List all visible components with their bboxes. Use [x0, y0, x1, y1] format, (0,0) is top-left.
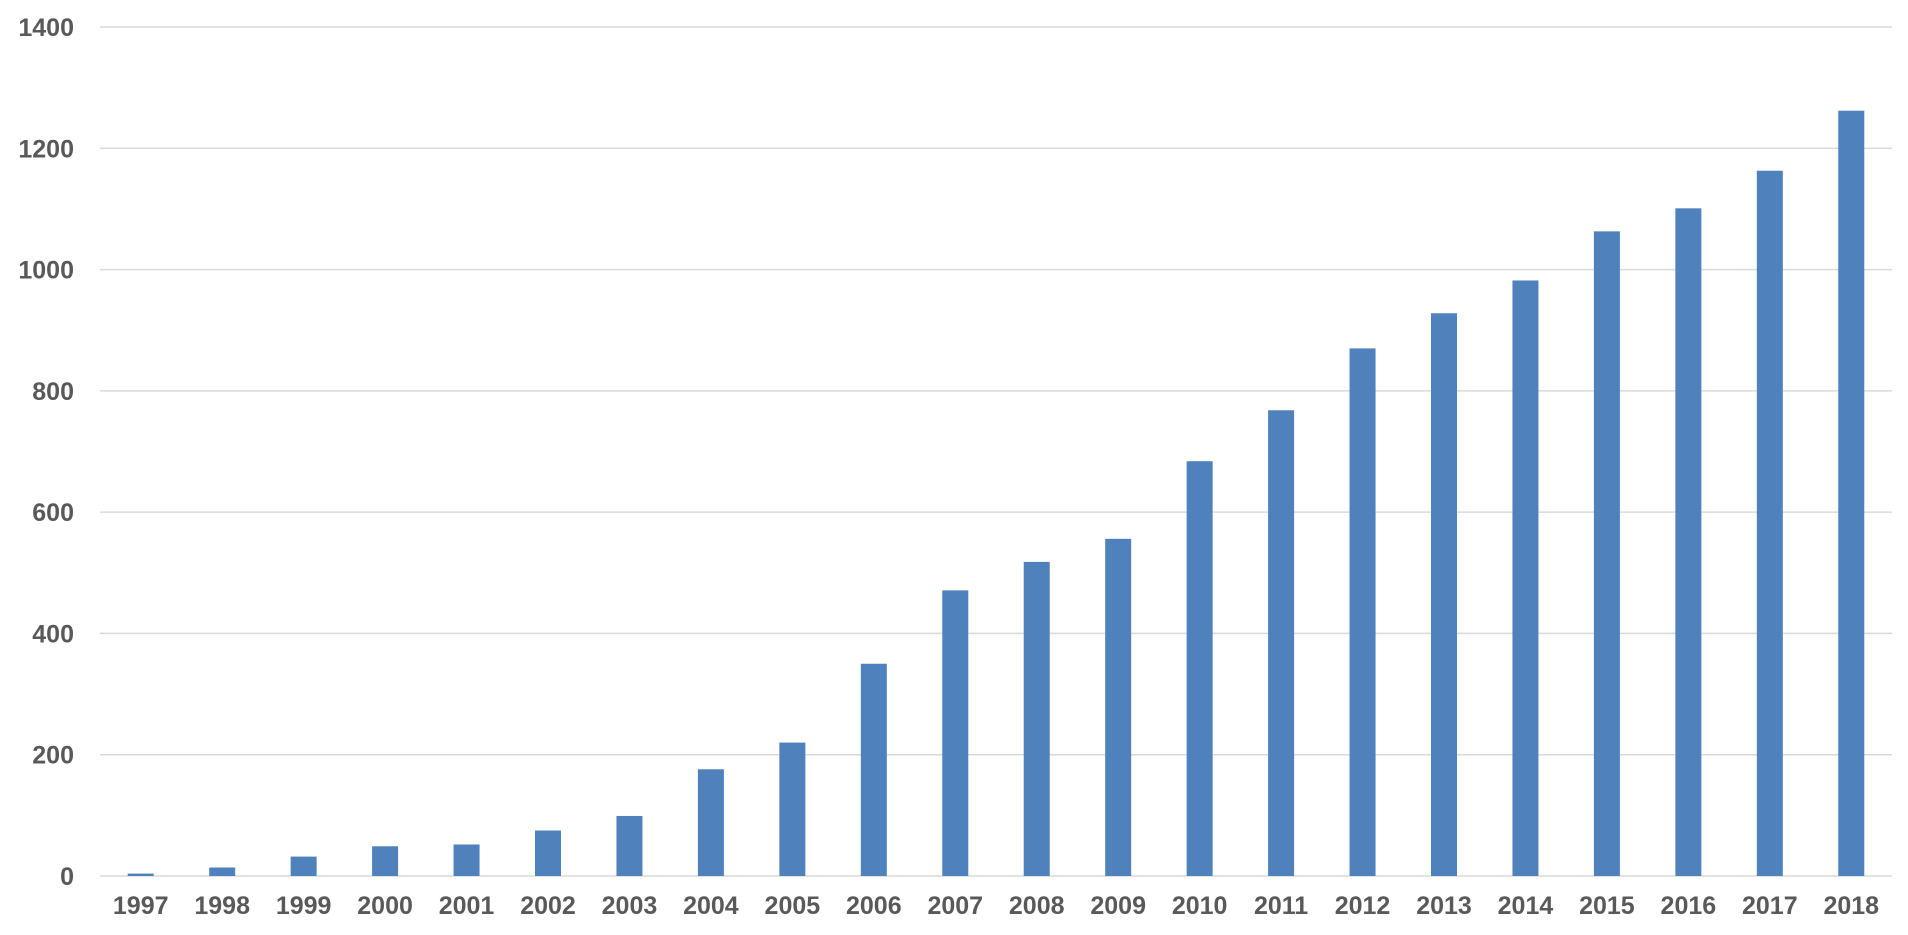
- x-tick-label: 2013: [1416, 892, 1472, 920]
- y-tick-label: 800: [32, 378, 74, 406]
- bar-2002: [535, 830, 561, 876]
- bar-2018: [1838, 110, 1865, 877]
- x-tick-label: 2000: [357, 892, 413, 920]
- y-tick-label: 1200: [18, 135, 74, 163]
- bar-2000: [372, 846, 399, 876]
- bars: [127, 110, 1865, 877]
- x-tick-label: 2011: [1254, 892, 1308, 920]
- bar-2013: [1431, 313, 1457, 877]
- x-tick-label: 2016: [1661, 892, 1717, 920]
- bar-1997: [127, 873, 154, 876]
- y-axis-tick-labels: 0 200 400 600 800 1000 1200 1400: [18, 14, 74, 891]
- bar-2003: [616, 815, 643, 876]
- bar-2017: [1756, 170, 1783, 876]
- x-tick-label: 2008: [1009, 892, 1065, 920]
- x-tick-label: 2001: [439, 892, 495, 920]
- x-tick-label: 2010: [1172, 892, 1228, 920]
- bar-2001: [453, 844, 480, 876]
- gridlines: [100, 26, 1892, 877]
- x-tick-label: 1998: [194, 892, 250, 920]
- x-tick-label: 2006: [846, 892, 902, 920]
- bar-2016: [1675, 208, 1702, 876]
- x-tick-label: 2017: [1742, 892, 1798, 920]
- bar-2008: [1023, 561, 1050, 876]
- bar-2007: [942, 590, 969, 876]
- x-tick-label: 2012: [1335, 892, 1391, 920]
- bar-2005: [779, 742, 806, 876]
- y-tick-label: 400: [32, 620, 74, 648]
- y-tick-label: 1000: [18, 257, 74, 285]
- bar-2006: [860, 663, 887, 876]
- y-tick-label: 600: [32, 499, 74, 527]
- x-tick-label: 2009: [1090, 892, 1146, 920]
- x-tick-label: 2002: [520, 892, 576, 920]
- y-tick-label: 1400: [18, 14, 74, 42]
- x-tick-label: 2007: [927, 892, 983, 920]
- x-tick-label: 2004: [683, 892, 739, 920]
- x-tick-label: 1999: [276, 892, 332, 920]
- x-axis-tick-labels: 1997 1998 1999 2000 2001 2002 2003 2004 2005 2006…: [113, 892, 1879, 920]
- x-tick-label: 2005: [765, 892, 821, 920]
- x-tick-label: 2003: [602, 892, 658, 920]
- x-tick-label: 1997: [113, 892, 169, 920]
- x-tick-label: 2018: [1823, 892, 1879, 920]
- bar-1999: [290, 856, 317, 876]
- x-tick-label: 2015: [1579, 892, 1635, 920]
- x-tick-label: 2014: [1498, 892, 1554, 920]
- y-tick-label: 0: [60, 863, 74, 891]
- bar-2011: [1268, 410, 1295, 876]
- y-tick-label: 200: [32, 742, 74, 770]
- bar-2012: [1349, 348, 1376, 877]
- bar-2004: [697, 769, 724, 876]
- bar-2014: [1512, 280, 1539, 876]
- bar-2009: [1105, 538, 1132, 876]
- bar-1998: [209, 867, 236, 876]
- bar-2015: [1593, 231, 1620, 876]
- bar-2010: [1186, 461, 1213, 876]
